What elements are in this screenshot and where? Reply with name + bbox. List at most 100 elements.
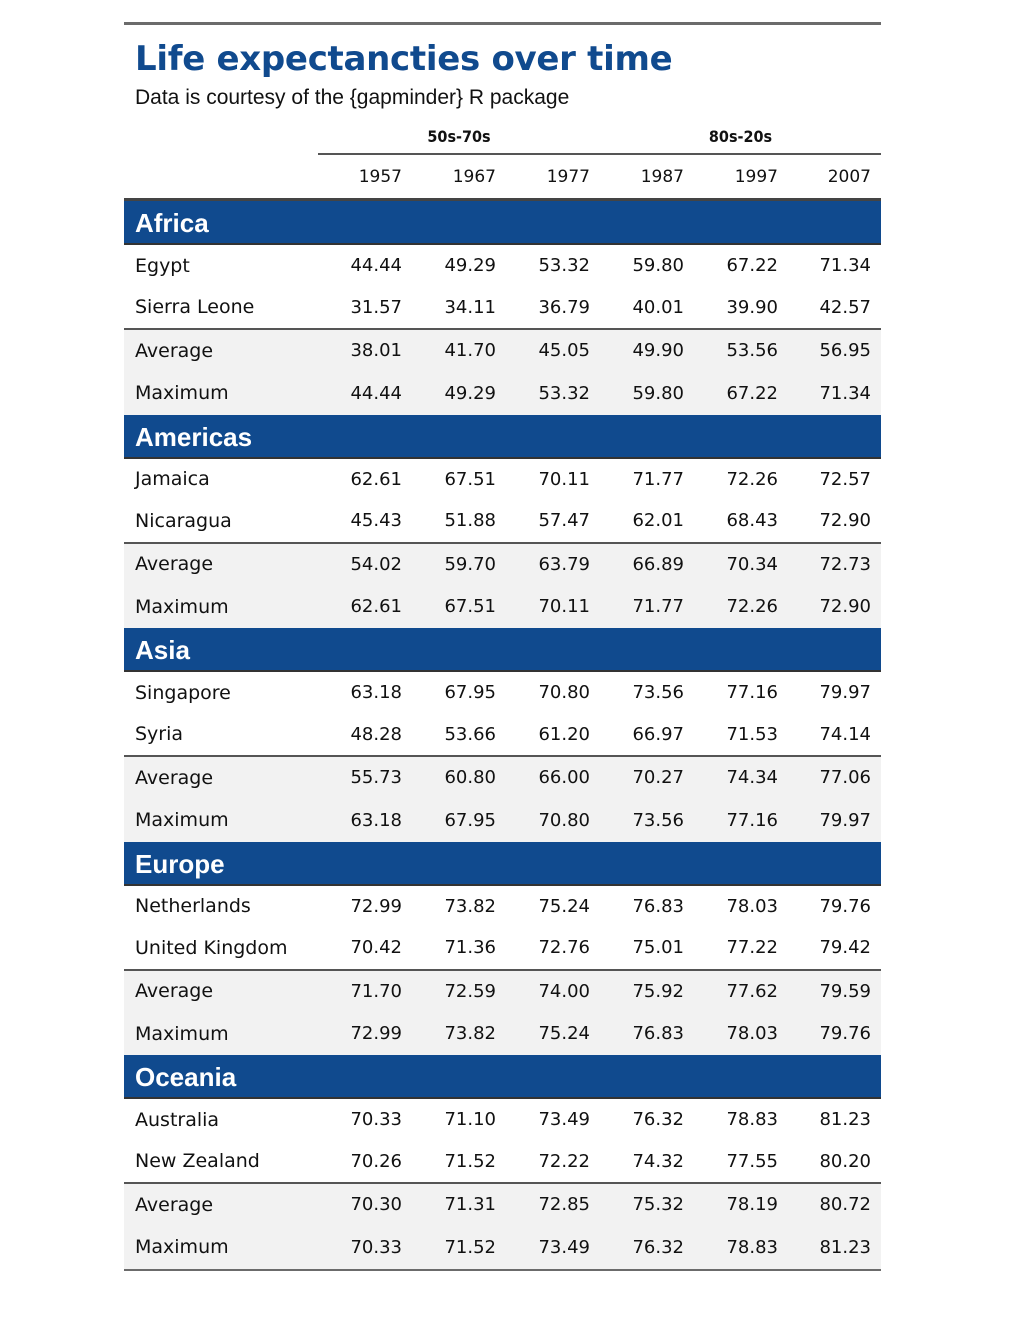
table-row: Netherlands 72.99 73.82 75.24 76.83 78.03 79.7… bbox=[124, 886, 881, 928]
value-cell: 49.29 bbox=[444, 382, 496, 404]
value-cell: 75.24 bbox=[538, 895, 590, 917]
value-cell: 59.70 bbox=[444, 553, 496, 575]
value-cell: 76.83 bbox=[632, 1023, 684, 1044]
row-label: Singapore bbox=[135, 681, 231, 704]
value-cell: 54.02 bbox=[350, 553, 402, 575]
spanner-50s-70s: 50s-70s bbox=[318, 119, 600, 155]
value-cell: 62.01 bbox=[632, 510, 684, 532]
value-cell: 72.22 bbox=[538, 1150, 590, 1172]
value-cell: 67.95 bbox=[444, 809, 496, 831]
value-cell: 70.11 bbox=[538, 468, 590, 490]
top-rule bbox=[124, 22, 881, 25]
value-cell: 63.18 bbox=[350, 682, 402, 704]
summary-label: Maximum bbox=[135, 382, 229, 404]
value-cell: 70.80 bbox=[538, 809, 590, 831]
value-cell: 70.33 bbox=[350, 1109, 402, 1131]
value-cell: 70.34 bbox=[726, 553, 778, 575]
value-cell: 40.01 bbox=[632, 296, 684, 318]
column-header-1967: 1967 bbox=[452, 166, 496, 187]
value-cell: 70.80 bbox=[538, 682, 590, 704]
value-cell: 48.28 bbox=[350, 723, 402, 745]
row-label: New Zealand bbox=[135, 1150, 260, 1173]
value-cell: 70.27 bbox=[632, 767, 684, 789]
value-cell: 78.19 bbox=[726, 1194, 778, 1216]
value-cell: 71.52 bbox=[444, 1236, 496, 1258]
row-label: United Kingdom bbox=[135, 936, 288, 959]
table-row: Singapore 63.18 67.95 70.80 73.56 77.16 79.97 bbox=[124, 672, 881, 714]
value-cell: 78.83 bbox=[726, 1236, 778, 1258]
value-cell: 72.76 bbox=[538, 937, 590, 959]
value-cell: 73.82 bbox=[444, 895, 496, 917]
row-label: Jamaica bbox=[135, 468, 210, 491]
value-cell: 53.32 bbox=[538, 255, 590, 277]
value-cell: 70.30 bbox=[350, 1194, 402, 1216]
summary-row: Average 70.30 71.31 72.85 75.32 78.19 80.72 bbox=[124, 1182, 881, 1226]
spanner-80s-20s: 80s-20s bbox=[600, 119, 881, 155]
value-cell: 80.20 bbox=[819, 1150, 871, 1172]
summary-row: Maximum 70.33 71.52 73.49 76.32 78.83 81.23 bbox=[124, 1225, 881, 1269]
value-cell: 71.31 bbox=[444, 1194, 496, 1216]
table-row: United Kingdom 70.42 71.36 72.76 75.01 77.22 7… bbox=[124, 927, 881, 969]
column-header-1977: 1977 bbox=[546, 166, 590, 187]
table-row: Nicaragua 45.43 51.88 57.47 62.01 68.43 72.90 bbox=[124, 500, 881, 542]
summary-row: Maximum 63.18 67.95 70.80 73.56 77.16 79.97 bbox=[124, 798, 881, 842]
value-cell: 66.97 bbox=[632, 723, 684, 745]
value-cell: 41.70 bbox=[444, 340, 496, 362]
value-cell: 70.42 bbox=[350, 937, 402, 959]
value-cell: 53.32 bbox=[538, 382, 590, 404]
value-cell: 80.72 bbox=[819, 1194, 871, 1216]
value-cell: 59.80 bbox=[632, 382, 684, 404]
group-header-africa: Africa bbox=[124, 201, 881, 245]
value-cell: 76.32 bbox=[632, 1109, 684, 1131]
value-cell: 38.01 bbox=[350, 340, 402, 362]
value-cell: 72.73 bbox=[819, 553, 871, 575]
table-row: Jamaica 62.61 67.51 70.11 71.77 72.26 72.57 bbox=[124, 459, 881, 501]
value-cell: 44.44 bbox=[350, 255, 402, 277]
summary-row: Maximum 62.61 67.51 70.11 71.77 72.26 72.90 bbox=[124, 585, 881, 628]
value-cell: 77.16 bbox=[726, 809, 778, 831]
value-cell: 63.79 bbox=[538, 553, 590, 575]
value-cell: 49.29 bbox=[444, 255, 496, 277]
value-cell: 77.22 bbox=[726, 937, 778, 959]
summary-label: Average bbox=[135, 1193, 214, 1216]
value-cell: 75.24 bbox=[538, 1023, 590, 1044]
value-cell: 66.00 bbox=[538, 767, 590, 789]
value-cell: 51.88 bbox=[444, 510, 496, 532]
summary-row: Average 55.73 60.80 66.00 70.27 74.34 77.06 bbox=[124, 755, 881, 799]
life-expectancy-table: Life expectancties over time Data is cou… bbox=[124, 22, 881, 1271]
value-cell: 73.56 bbox=[632, 682, 684, 704]
value-cell: 71.52 bbox=[444, 1150, 496, 1172]
value-cell: 73.56 bbox=[632, 809, 684, 831]
value-cell: 34.11 bbox=[444, 296, 496, 318]
value-cell: 79.76 bbox=[819, 895, 871, 917]
value-cell: 39.90 bbox=[726, 296, 778, 318]
row-label: Netherlands bbox=[135, 895, 251, 918]
value-cell: 44.44 bbox=[350, 382, 402, 404]
table-row: Egypt 44.44 49.29 53.32 59.80 67.22 71.34 bbox=[124, 245, 881, 287]
table-row: New Zealand 70.26 71.52 72.22 74.32 77.55 80.2… bbox=[124, 1141, 881, 1183]
value-cell: 62.61 bbox=[350, 468, 402, 490]
value-cell: 75.92 bbox=[632, 980, 684, 1002]
value-cell: 63.18 bbox=[350, 809, 402, 831]
column-header-1957: 1957 bbox=[358, 166, 402, 187]
summary-label: Average bbox=[135, 553, 214, 576]
value-cell: 53.56 bbox=[726, 340, 778, 362]
value-cell: 73.49 bbox=[538, 1109, 590, 1131]
summary-label: Maximum bbox=[135, 1022, 229, 1045]
group-header-asia: Asia bbox=[124, 628, 881, 672]
value-cell: 67.51 bbox=[444, 468, 496, 490]
value-cell: 62.61 bbox=[350, 596, 402, 617]
value-cell: 31.57 bbox=[350, 296, 402, 318]
value-cell: 45.05 bbox=[538, 340, 590, 362]
summary-row: Maximum 44.44 49.29 53.32 59.80 67.22 71.34 bbox=[124, 371, 881, 415]
value-cell: 76.83 bbox=[632, 895, 684, 917]
summary-label: Maximum bbox=[135, 1236, 229, 1258]
value-cell: 49.90 bbox=[632, 340, 684, 362]
summary-label: Average bbox=[135, 766, 214, 789]
value-cell: 72.90 bbox=[819, 596, 871, 617]
value-cell: 71.70 bbox=[350, 980, 402, 1002]
value-cell: 71.34 bbox=[819, 255, 871, 277]
summary-label: Maximum bbox=[135, 595, 229, 618]
value-cell: 79.76 bbox=[819, 1023, 871, 1044]
table-row: Sierra Leone 31.57 34.11 36.79 40.01 39.90 42.… bbox=[124, 287, 881, 329]
